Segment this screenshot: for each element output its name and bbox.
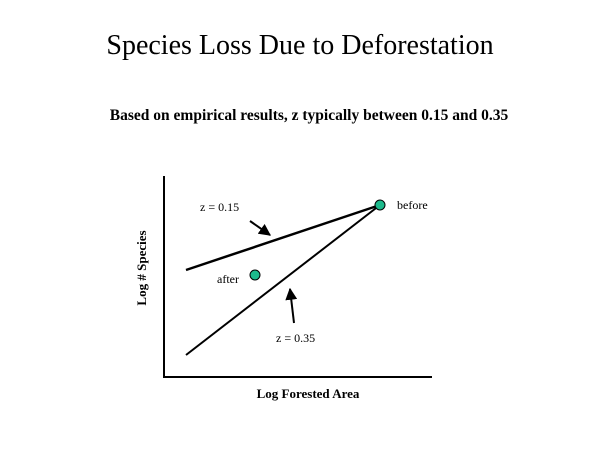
slide-title: Species Loss Due to Deforestation [106, 30, 494, 61]
arrow-z-015 [249, 220, 271, 236]
point-before [374, 199, 386, 211]
arrow-z-035 [285, 287, 298, 324]
label-before: before [397, 198, 428, 212]
line-z-035 [185, 204, 381, 356]
x-axis-label: Log Forested Area [257, 386, 360, 401]
label-z-035: z = 0.35 [276, 331, 315, 345]
line-z-015 [185, 203, 381, 272]
slide-subtitle: Based on empirical results, z typically … [109, 107, 509, 124]
label-z-015: z = 0.15 [200, 200, 239, 214]
label-after: after [217, 272, 239, 286]
y-axis-label: Log # Species [134, 230, 149, 305]
point-after [249, 269, 261, 281]
